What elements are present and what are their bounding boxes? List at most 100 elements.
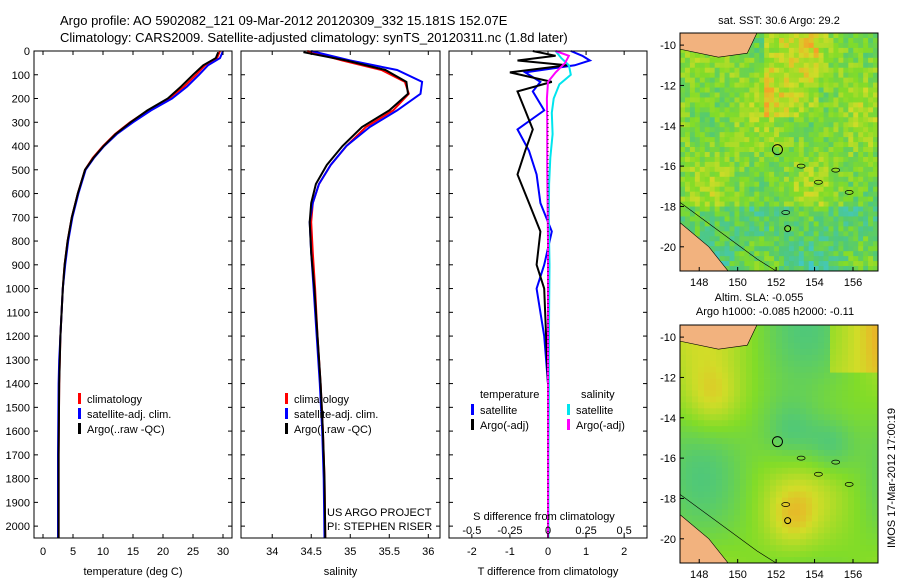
map-cell xyxy=(813,216,819,222)
map-cell xyxy=(793,201,800,207)
map-cell xyxy=(866,521,873,528)
y-tick-label: 300 xyxy=(12,117,30,129)
map-cell xyxy=(774,37,780,44)
map-cell xyxy=(842,449,849,457)
map-cell xyxy=(759,147,765,153)
map-cell xyxy=(694,82,701,88)
map-cell xyxy=(872,515,879,522)
map-cell xyxy=(828,67,834,74)
map-cell xyxy=(873,52,879,59)
map-cell xyxy=(699,97,706,103)
map-cell xyxy=(823,127,829,133)
map-cell xyxy=(808,147,815,153)
map-cell xyxy=(758,330,765,338)
map-cell xyxy=(704,57,711,64)
map-cell xyxy=(848,62,854,69)
map-cell xyxy=(774,92,780,98)
map-cell xyxy=(863,82,869,88)
map-cell xyxy=(788,432,795,439)
map-y-tick-label: -10 xyxy=(660,40,676,52)
map-cell xyxy=(686,497,693,504)
map-cell xyxy=(848,57,854,64)
y-tick-label: 100 xyxy=(12,70,30,82)
map-cell xyxy=(808,37,815,44)
map-cell xyxy=(769,171,775,178)
map-cell xyxy=(818,557,825,564)
map-cell xyxy=(830,360,837,368)
map-cell xyxy=(759,142,765,148)
map-cell xyxy=(803,251,810,257)
map-cell xyxy=(776,545,783,552)
map-cell xyxy=(754,97,760,103)
map-cell xyxy=(842,503,849,510)
map-cell xyxy=(828,142,834,148)
map-cell xyxy=(779,256,785,262)
map-cell xyxy=(714,67,720,74)
map-cell xyxy=(803,266,810,272)
map-cell xyxy=(769,152,775,158)
map-cell xyxy=(779,37,785,44)
y-tick-label: 1500 xyxy=(6,402,30,414)
map-cell xyxy=(704,354,711,362)
map-cell xyxy=(868,171,874,178)
map-cell xyxy=(783,266,790,272)
map-cell xyxy=(694,52,701,59)
map-cell xyxy=(746,372,753,379)
map-cell xyxy=(709,241,716,247)
map-cell xyxy=(694,216,701,222)
map-cell xyxy=(818,515,825,522)
map-cell xyxy=(770,378,777,385)
map-cell xyxy=(853,221,859,227)
map-cell xyxy=(782,521,789,528)
map-cell xyxy=(803,72,810,79)
map-cell xyxy=(868,107,874,113)
map-cell xyxy=(848,77,854,83)
map-cell xyxy=(823,42,829,49)
map-cell xyxy=(689,211,696,217)
map-cell xyxy=(866,491,873,498)
map-cell xyxy=(776,467,783,475)
map-cell xyxy=(680,67,686,74)
map-cell xyxy=(806,467,813,475)
map-cell xyxy=(794,366,801,373)
map-cell xyxy=(848,216,854,222)
map-cell xyxy=(724,216,730,222)
map-cell xyxy=(853,181,859,188)
map-cell xyxy=(734,491,741,498)
map-cell xyxy=(798,52,805,59)
map-cell xyxy=(798,221,805,227)
map-cell xyxy=(744,206,750,212)
map-cell xyxy=(769,251,775,257)
difference-panel: -2 -1 0 1 2T difference from climatology-0.5… xyxy=(448,50,648,578)
map-cell xyxy=(716,473,723,481)
map-cell xyxy=(818,256,824,262)
x-tick-label: 35 xyxy=(344,546,356,558)
map-cell xyxy=(793,147,800,153)
map-cell xyxy=(838,117,844,123)
map-cell xyxy=(818,503,825,510)
map-cell xyxy=(798,186,805,193)
map-y-tick-label: -18 xyxy=(660,201,676,213)
map-cell xyxy=(836,533,843,540)
map-cell xyxy=(686,491,693,498)
map-cell xyxy=(833,231,839,237)
map-cell xyxy=(803,97,810,103)
map-cell xyxy=(684,201,691,207)
series-line-0 xyxy=(516,50,593,538)
map-cell xyxy=(868,137,874,143)
map-cell xyxy=(699,72,706,79)
map-y-tick-label: -18 xyxy=(660,493,676,505)
map-cell xyxy=(868,256,874,262)
map-cell xyxy=(764,342,771,350)
map-cell xyxy=(770,414,777,421)
map-cell xyxy=(860,390,867,397)
map-cell xyxy=(782,408,789,415)
map-cell xyxy=(873,201,879,207)
map-cell xyxy=(719,171,725,178)
map-cell xyxy=(788,191,795,198)
map-cell xyxy=(776,449,783,457)
map-cell xyxy=(754,137,760,143)
map-cell xyxy=(803,57,810,64)
map-cell xyxy=(759,231,765,237)
map-cell xyxy=(728,432,735,439)
